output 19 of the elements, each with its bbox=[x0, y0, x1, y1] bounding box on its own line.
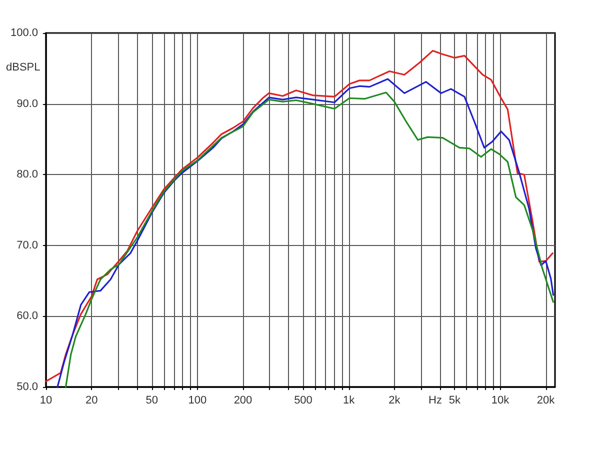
y-tick-label: 60.0 bbox=[16, 310, 38, 322]
y-tick-label: 80.0 bbox=[16, 168, 38, 181]
x-axis-title: Hz bbox=[428, 394, 442, 406]
x-tick-label: 20k bbox=[536, 394, 556, 406]
y-tick-label: 100.0 bbox=[10, 27, 38, 39]
x-tick-label: 10 bbox=[40, 394, 52, 406]
x-tick-label: 2k bbox=[388, 394, 401, 406]
x-tick-label: 1k bbox=[343, 394, 356, 406]
y-axis-title: dBSPL bbox=[6, 62, 40, 74]
x-tick-label: 5k bbox=[448, 394, 461, 406]
x-tick-label: 10k bbox=[491, 394, 510, 406]
x-tick-label: 20 bbox=[85, 394, 98, 406]
x-tick-label: 200 bbox=[234, 394, 252, 406]
y-tick-label: 70.0 bbox=[16, 239, 38, 252]
y-tick-label: 50.0 bbox=[16, 381, 38, 393]
x-tick-label: 100 bbox=[188, 394, 207, 406]
x-tick-label: 50 bbox=[146, 394, 158, 406]
y-tick-label: 90.0 bbox=[16, 98, 38, 110]
x-tick-label: 500 bbox=[294, 394, 312, 406]
